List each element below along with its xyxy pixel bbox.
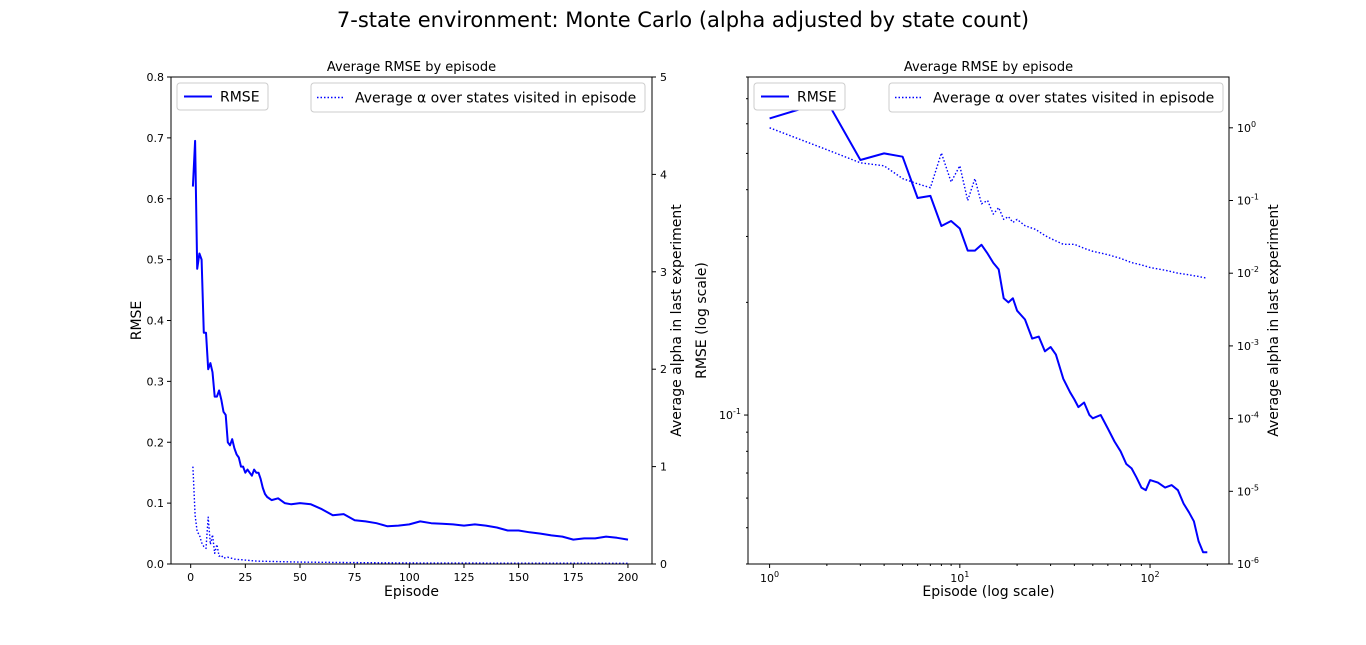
y-axis-label: RMSE: [129, 301, 145, 341]
y2-axis-label: Average alpha in last experiment: [669, 204, 685, 437]
legend-rmse-label: RMSE: [797, 90, 837, 106]
y-tick-label: 0.4: [147, 315, 165, 328]
x-tick-label: 102: [1141, 570, 1160, 585]
y2-axis-label: Average alpha in last experiment: [1266, 204, 1282, 437]
y-tick-label: 0.5: [147, 254, 165, 267]
x-tick-label: 200: [617, 571, 638, 584]
legend-alpha-label: Average α over states visited in episode: [933, 91, 1214, 107]
legend-alpha-box: [310, 82, 646, 113]
y2-tick-label: 5: [660, 71, 667, 84]
x-tick-label: 0: [187, 571, 194, 584]
panel-title: Average RMSE by episode: [327, 60, 496, 75]
x-tick-label: 50: [293, 571, 307, 584]
y2-tick-label: 10-2: [1237, 265, 1259, 280]
alpha-series-line: [192, 466, 629, 564]
x-tick-label: 75: [348, 571, 362, 584]
chart-panel-linear: 0 25 50 75 100 125 150 175 2000.00.10.20.30.40.5…: [129, 60, 685, 600]
plot-frame: [747, 76, 1230, 565]
rmse-series-line: [191, 139, 629, 541]
rmse-series-line: [769, 100, 1208, 554]
x-axis-label: Episode (log scale): [922, 584, 1054, 600]
y2-tick-label: 2: [660, 363, 667, 376]
alpha-series-line: [769, 127, 1208, 279]
y2-tick-label: 10-5: [1237, 483, 1259, 498]
y-tick-label: 0.1: [147, 497, 165, 510]
y-tick-label: 0.3: [147, 375, 165, 388]
y2-tick-label: 10-4: [1237, 411, 1259, 426]
y-tick-label: 0.2: [147, 436, 165, 449]
y2-tick-label: 3: [660, 266, 667, 279]
y-tick-label: 0.8: [147, 71, 165, 84]
x-tick-label: 101: [950, 570, 969, 585]
y2-tick-label: 10-3: [1237, 338, 1259, 353]
x-tick-label: 25: [238, 571, 252, 584]
y2-tick-label: 10-1: [1237, 193, 1259, 208]
y-tick-label: 10-1: [719, 407, 741, 422]
y-tick-label: 0.7: [147, 132, 165, 145]
x-tick-label: 125: [453, 571, 474, 584]
y2-tick-label: 100: [1237, 120, 1256, 135]
legend-rmse-box: [753, 82, 846, 111]
y-tick-label: 0.0: [147, 558, 165, 571]
legend-rmse-label: RMSE: [220, 90, 260, 106]
y2-tick-label: 0: [660, 558, 667, 571]
x-tick-label: 100: [760, 570, 779, 585]
plot-frame: [170, 76, 653, 565]
legend-rmse-box: [176, 82, 269, 111]
y-tick-label: 0.6: [147, 193, 165, 206]
legend-alpha-box: [888, 82, 1224, 113]
panel-title: Average RMSE by episode: [904, 60, 1073, 75]
legend-alpha-label: Average α over states visited in episode: [355, 91, 636, 107]
x-tick-label: 100: [399, 571, 420, 584]
figure-title: 7-state environment: Monte Carlo (alpha …: [336, 8, 1030, 32]
chart-panel-log: 100 101 102 10-1 10-6 10-5 10-4 10-3 10-2 10-1 100…: [694, 60, 1282, 600]
x-tick-label: 175: [563, 571, 584, 584]
y2-tick-label: 10-6: [1237, 556, 1259, 571]
y-axis-label: RMSE (log scale): [694, 262, 710, 379]
y2-tick-label: 1: [660, 461, 667, 474]
x-axis-label: Episode: [384, 584, 439, 600]
x-tick-label: 150: [508, 571, 529, 584]
y2-tick-label: 4: [660, 168, 667, 181]
